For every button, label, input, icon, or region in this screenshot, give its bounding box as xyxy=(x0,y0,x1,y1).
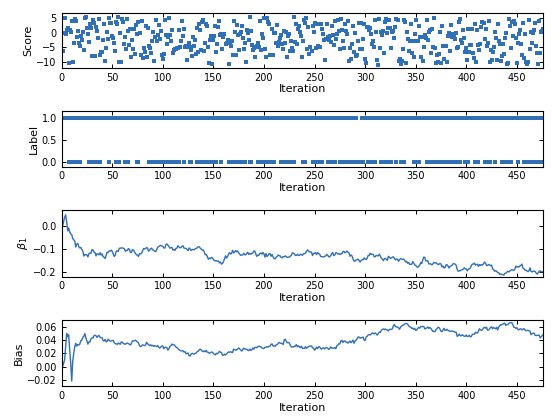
X-axis label: Iteration: Iteration xyxy=(279,403,326,412)
X-axis label: Iteration: Iteration xyxy=(279,84,326,94)
X-axis label: Iteration: Iteration xyxy=(279,293,326,303)
Y-axis label: $\beta_1$: $\beta_1$ xyxy=(16,237,30,250)
Y-axis label: Score: Score xyxy=(24,24,34,56)
X-axis label: Iteration: Iteration xyxy=(279,183,326,193)
Y-axis label: Label: Label xyxy=(29,124,39,154)
Y-axis label: Bias: Bias xyxy=(15,341,24,365)
